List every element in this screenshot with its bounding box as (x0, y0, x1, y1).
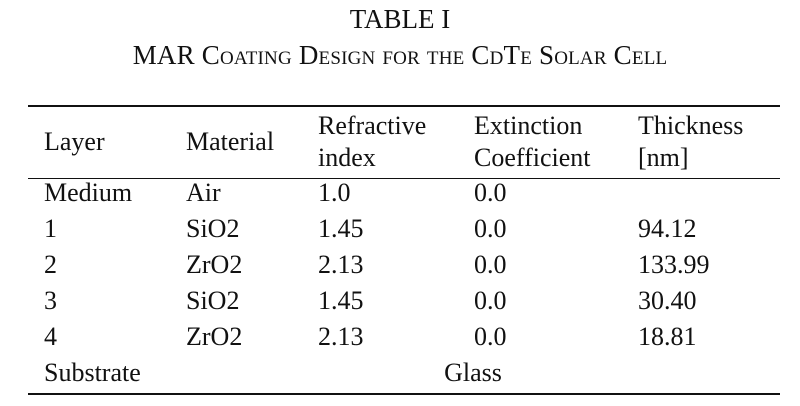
row-1-layer: 1 (44, 214, 57, 243)
row-1-extinction: 0.0 (474, 214, 507, 243)
header-refractive-index: Refractive index (318, 110, 426, 174)
row-3-thickness: 30.40 (638, 286, 697, 315)
header-extinction-line2: Coefficient (474, 143, 591, 172)
row-medium-extinction: 0.0 (474, 178, 507, 207)
row-4-refractive-index: 2.13 (318, 322, 364, 351)
header-thickness: Thickness [nm] (638, 110, 743, 174)
table-header-rule (28, 178, 780, 179)
table-label: TABLE I (349, 4, 451, 34)
row-medium-material: Air (186, 178, 221, 207)
header-extinction-line1: Extinction (474, 111, 583, 140)
header-refractive-line2: index (318, 143, 376, 172)
header-extinction-coefficient: Extinction Coefficient (474, 110, 590, 174)
row-1-refractive-index: 1.45 (318, 214, 364, 243)
row-2-material: ZrO2 (186, 250, 243, 279)
row-2-layer: 2 (44, 250, 57, 279)
header-layer: Layer (44, 127, 105, 156)
row-2-refractive-index: 2.13 (318, 250, 364, 279)
row-4-material: ZrO2 (186, 322, 243, 351)
row-4-thickness: 18.81 (638, 322, 697, 351)
header-material: Material (186, 127, 275, 156)
table-top-rule (28, 105, 780, 107)
row-3-layer: 3 (44, 286, 57, 315)
row-3-material: SiO2 (186, 286, 240, 315)
row-medium-layer: Medium (44, 178, 133, 207)
row-3-extinction: 0.0 (474, 286, 507, 315)
header-thickness-line1: Thickness (638, 111, 744, 140)
row-2-extinction: 0.0 (474, 250, 507, 279)
header-thickness-line2: [nm] (638, 143, 689, 172)
row-1-thickness: 94.12 (638, 214, 697, 243)
row-4-extinction: 0.0 (474, 322, 507, 351)
row-1-material: SiO2 (186, 214, 240, 243)
row-3-refractive-index: 1.45 (318, 286, 364, 315)
header-refractive-line1: Refractive (318, 111, 427, 140)
row-4-layer: 4 (44, 322, 57, 351)
row-2-thickness: 133.99 (638, 250, 710, 279)
table-bottom-rule (28, 393, 780, 395)
table-title: MAR Coating Design for the CdTe Solar Ce… (132, 40, 668, 70)
row-substrate-label: Substrate (44, 358, 141, 387)
row-medium-refractive-index: 1.0 (318, 178, 351, 207)
row-substrate-value: Glass (444, 358, 502, 387)
